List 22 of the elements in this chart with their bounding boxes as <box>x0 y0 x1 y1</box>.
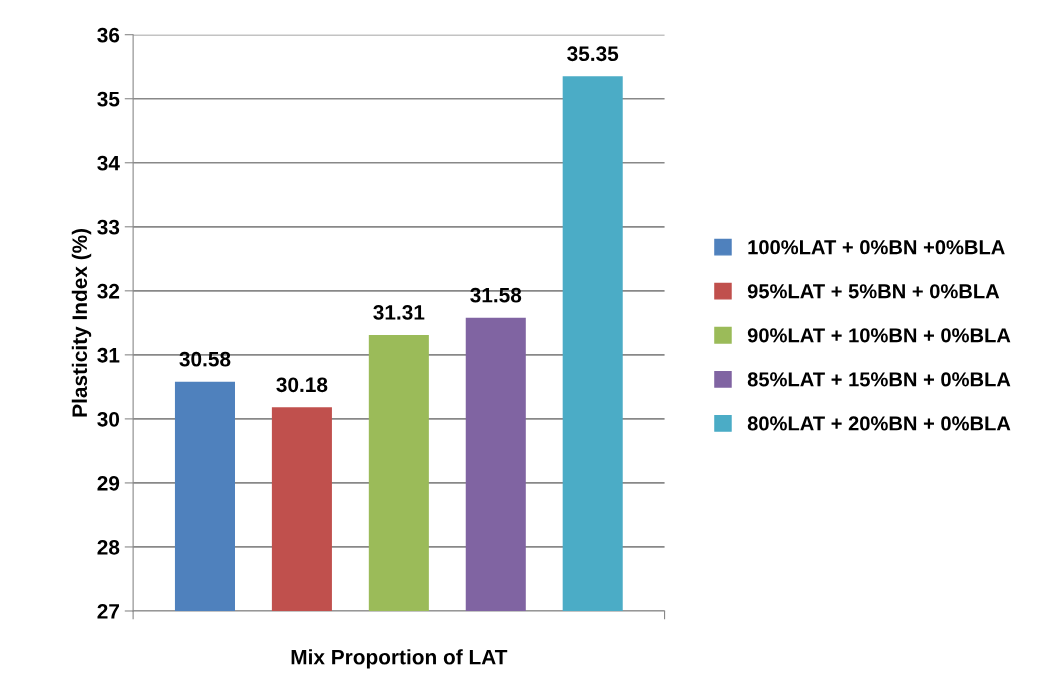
legend-label: 80%LAT + 20%BN + 0%BLA <box>747 416 1011 431</box>
data-label: 31.58 <box>470 287 522 303</box>
y-tick-label: 27 <box>97 603 120 619</box>
legend-label: 100%LAT + 0%BN +0%BLA <box>748 240 1005 255</box>
data-label: 30.18 <box>276 377 328 393</box>
y-tick-label: 30 <box>97 411 120 427</box>
data-label: 31.31 <box>373 305 425 320</box>
y-tick-label: 33 <box>97 219 120 235</box>
legend-label: 90%LAT + 10%BN + 0%BLA <box>747 328 1011 343</box>
y-tick-label: 31 <box>97 347 120 363</box>
x-axis-title: Mix Proportion of LAT <box>291 649 508 669</box>
y-tick-label: 36 <box>97 27 120 43</box>
y-tick-label: 35 <box>97 91 120 107</box>
legend-label: 85%LAT + 15%BN + 0%BLA <box>747 372 1011 387</box>
y-tick-label: 34 <box>97 155 120 171</box>
y-tick-label: 32 <box>97 283 120 299</box>
data-label: 35.35 <box>567 46 619 62</box>
data-label: 30.58 <box>179 351 231 367</box>
y-tick-label: 29 <box>97 475 120 491</box>
legend-label: 95%LAT + 5%BN + 0%BLA <box>747 284 1000 299</box>
y-tick-label: 28 <box>97 539 120 555</box>
y-axis-title: Plasticity Index (%) <box>71 228 92 417</box>
